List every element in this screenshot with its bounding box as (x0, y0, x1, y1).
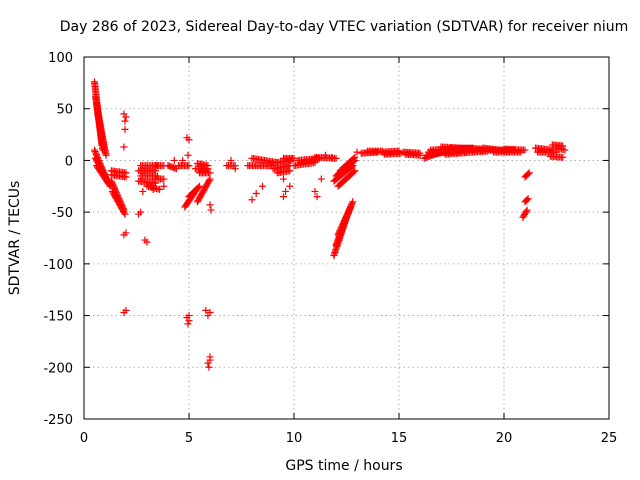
data-point (204, 162, 212, 170)
data-point (351, 153, 359, 161)
data-point (206, 308, 214, 316)
data-point (206, 175, 214, 183)
y-tick-label: -50 (52, 206, 73, 221)
data-point (206, 201, 214, 209)
data-points (91, 78, 569, 371)
data-point (170, 156, 178, 164)
y-tick-label: -150 (43, 310, 73, 325)
data-point (525, 169, 533, 177)
data-point (348, 199, 356, 207)
data-point (121, 125, 129, 133)
data-point (290, 154, 298, 162)
data-point (121, 210, 129, 218)
data-point (561, 146, 569, 154)
data-point (524, 170, 532, 178)
data-point (194, 183, 202, 191)
data-point (332, 154, 340, 162)
x-tick-label: 20 (496, 431, 513, 446)
data-point (160, 175, 168, 183)
data-point (120, 209, 128, 217)
data-point (122, 113, 130, 121)
data-point (179, 156, 187, 164)
axis-ticks (83, 56, 610, 420)
x-tick-label: 25 (601, 431, 618, 446)
data-point (231, 165, 239, 173)
data-point (252, 190, 260, 198)
y-tick-label: -100 (43, 258, 73, 273)
data-point (311, 187, 319, 195)
data-point (149, 185, 157, 193)
data-point (102, 151, 110, 159)
data-point (522, 208, 530, 216)
data-point (524, 195, 532, 203)
data-point (286, 182, 294, 190)
data-point (185, 317, 193, 325)
data-point (184, 320, 192, 328)
y-tick-label: 0 (65, 154, 73, 169)
data-point (322, 151, 329, 159)
data-point (523, 206, 531, 214)
y-tick-label: 50 (56, 103, 73, 118)
x-tick-label: 0 (80, 431, 88, 446)
data-point (353, 148, 361, 156)
data-point (523, 196, 531, 204)
data-point (259, 182, 266, 190)
data-point (317, 175, 325, 183)
data-point (137, 208, 145, 216)
data-point (559, 153, 567, 161)
data-point (205, 176, 213, 184)
data-point (122, 229, 130, 237)
data-point (122, 173, 130, 181)
data-point (122, 306, 130, 314)
x-tick-labels: 0 5 10 15 20 25 (80, 431, 617, 446)
data-point (196, 182, 203, 190)
data-point (185, 162, 193, 170)
y-tick-label: -250 (43, 413, 73, 428)
data-point (248, 196, 256, 204)
data-point (205, 363, 213, 371)
data-point (286, 167, 294, 175)
plot-frame (83, 56, 610, 420)
data-point (227, 156, 235, 164)
x-tick-label: 15 (391, 431, 408, 446)
grid (84, 57, 609, 419)
data-point (280, 193, 287, 201)
data-point (280, 175, 287, 183)
y-tick-labels: 100 50 0 -50 -100 -150 -200 -250 (43, 51, 73, 428)
data-point (521, 146, 529, 154)
data-point (350, 168, 358, 176)
data-point (206, 169, 214, 177)
data-point (351, 167, 359, 175)
data-point (206, 356, 214, 364)
x-tick-label: 5 (185, 431, 193, 446)
data-point (202, 306, 210, 314)
data-point (120, 143, 128, 151)
data-point (416, 151, 424, 159)
data-point (500, 146, 508, 154)
data-point (121, 117, 129, 125)
data-point (207, 206, 215, 214)
y-tick-label: -200 (43, 361, 73, 376)
y-axis-label: SDTVAR / TECUs (7, 181, 23, 296)
data-point (313, 193, 321, 201)
data-point (349, 198, 357, 206)
chart-title: Day 286 of 2023, Sidereal Day-to-day VTE… (60, 19, 629, 35)
data-point (156, 185, 164, 193)
data-point (185, 136, 193, 144)
data-point (328, 153, 336, 161)
data-point (282, 187, 290, 195)
x-tick-label: 10 (286, 431, 303, 446)
y-tick-label: 100 (48, 51, 73, 66)
data-point (143, 238, 151, 246)
data-point (160, 182, 168, 190)
data-point (139, 187, 147, 195)
x-axis-label: GPS time / hours (285, 458, 402, 474)
data-point (184, 151, 192, 159)
data-point (350, 154, 358, 162)
